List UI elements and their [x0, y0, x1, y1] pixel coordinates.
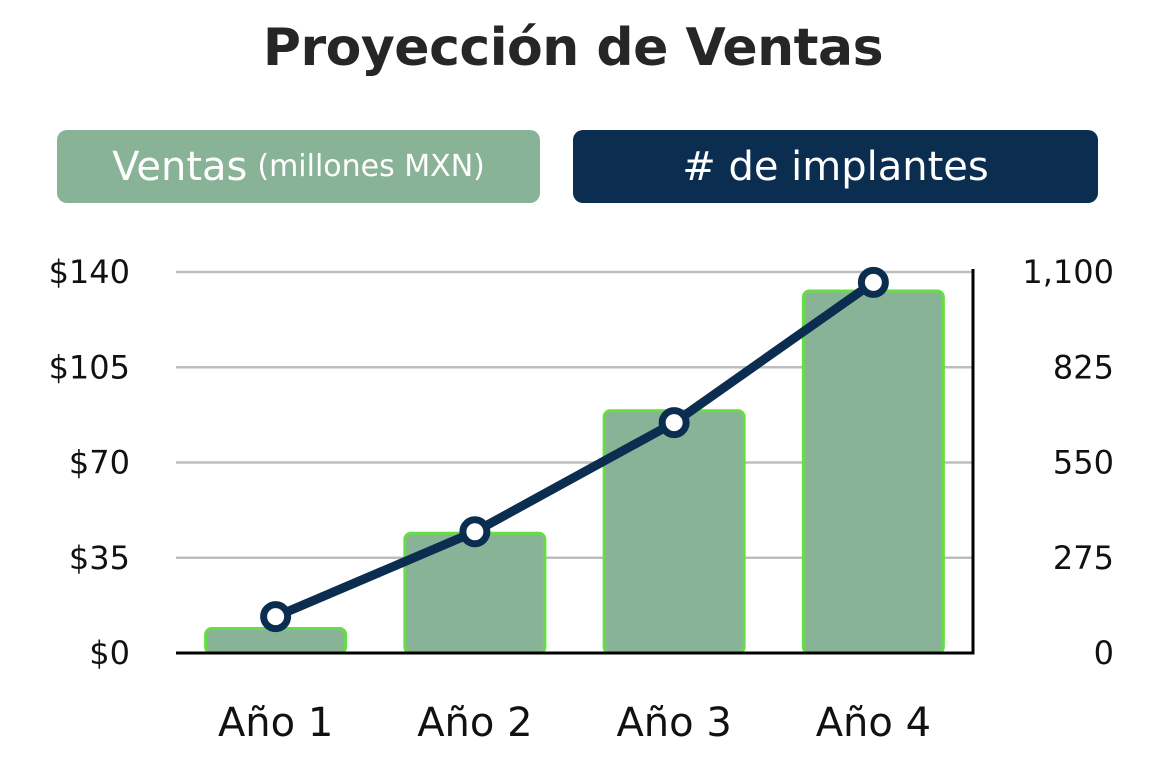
axes: [176, 269, 975, 655]
y-right-tick-label: 550: [1053, 444, 1114, 482]
implants-line: [260, 266, 889, 633]
implants-point: [260, 601, 292, 633]
legend-implants-label: # de implantes: [682, 143, 989, 190]
x-category-label: Año 2: [417, 700, 532, 746]
y-right-tick-label: 825: [1053, 348, 1114, 386]
sales-bars: [204, 289, 945, 655]
implants-point: [857, 266, 889, 298]
y-left-tick-label: $105: [49, 348, 130, 386]
x-category-label: Año 1: [218, 700, 333, 746]
y-left-tick-label: $35: [69, 539, 130, 577]
implants-line-path: [271, 277, 878, 622]
y-right-tick-label: 0: [1094, 634, 1114, 672]
axis-labels: $0 $35 $70 $105 $140 0 275 550 825 1,100 Año 1 Año …: [49, 253, 1114, 746]
x-category-label: Año 4: [816, 700, 931, 746]
y-left-tick-label: $140: [49, 253, 130, 291]
chart-title: Proyección de Ventas: [262, 18, 884, 78]
y-right-tick-label: 275: [1053, 539, 1114, 577]
sales-bar: [801, 289, 945, 655]
implants-point: [459, 516, 491, 548]
y-left-tick-label: $0: [89, 634, 130, 672]
legend-sales-unit: (millones MXN): [257, 149, 485, 184]
x-category-label: Año 3: [616, 700, 731, 746]
y-right-tick-label: 1,100: [1022, 253, 1114, 291]
legend-sales-label: Ventas: [112, 143, 248, 190]
implants-point: [658, 407, 690, 439]
y-left-tick-label: $70: [69, 444, 130, 482]
legend-implants: # de implantes: [573, 130, 1098, 203]
sales-bar: [204, 627, 348, 655]
legend-sales: Ventas (millones MXN): [57, 130, 540, 203]
